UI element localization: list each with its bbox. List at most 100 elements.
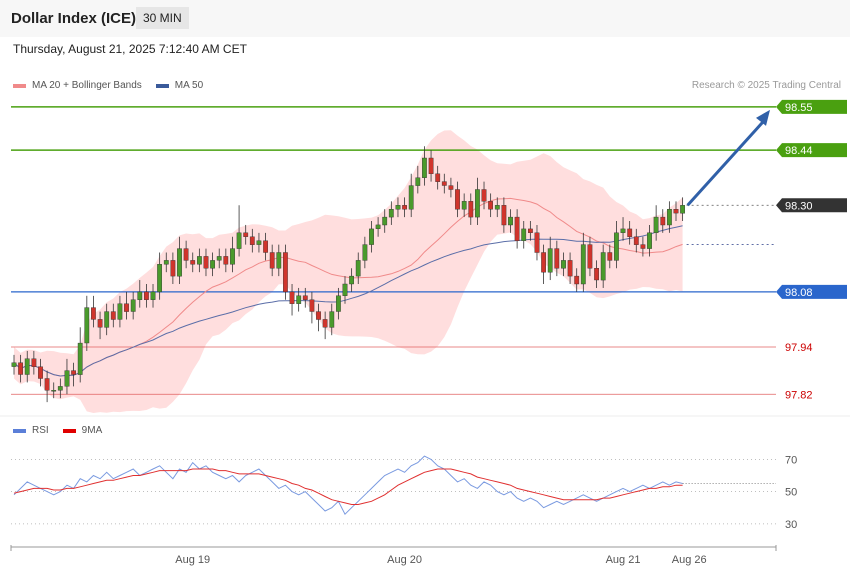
candle-22	[157, 264, 162, 293]
level-tag-97.94: 97.94	[785, 342, 813, 354]
legend-swatch-rsi	[13, 428, 26, 433]
candle-52	[355, 260, 361, 277]
candle-13	[97, 319, 103, 328]
candle-84	[567, 260, 573, 277]
candle-62	[422, 157, 427, 178]
candle-28	[196, 256, 202, 265]
candle-64	[435, 173, 441, 182]
legend-swatch-9ma	[62, 428, 76, 433]
rsi-line	[13, 455, 683, 516]
candle-95	[640, 244, 646, 249]
candle-98	[660, 216, 666, 226]
candle-7	[57, 386, 63, 391]
candle-60	[408, 185, 414, 210]
candle-26	[183, 248, 189, 261]
level-tag-98.30: 98.30	[785, 200, 813, 212]
price-levels	[11, 106, 776, 395]
rsi-ma-line	[13, 468, 683, 505]
candle-39	[269, 252, 275, 269]
candle-23	[163, 260, 169, 265]
legend-swatch-ma20	[13, 83, 26, 88]
candle-78	[528, 228, 533, 233]
candle-73	[494, 205, 500, 210]
level-tag-98.44: 98.44	[785, 145, 813, 157]
candle-20	[143, 291, 149, 300]
candle-29	[203, 256, 209, 269]
level-tag-bg-98.08	[776, 284, 847, 299]
candle-3	[31, 358, 37, 367]
candle-37	[256, 240, 262, 245]
candle-79	[534, 232, 540, 253]
candle-4	[38, 366, 43, 379]
legend-label-rsi: RSI	[32, 425, 49, 436]
rsi-tick-70: 70	[785, 454, 797, 466]
candle-75	[508, 216, 513, 226]
forecast-arrow	[686, 109, 770, 207]
x-tick-3: Aug 26	[672, 554, 707, 566]
legend-swatch-ma50	[155, 83, 169, 88]
candle-30	[210, 260, 215, 269]
candle-44	[302, 295, 308, 300]
level-tag-bg-98.30	[776, 198, 847, 213]
candle-24	[170, 260, 176, 277]
candle-100	[673, 208, 679, 214]
candle-2	[24, 358, 30, 375]
candle-85	[574, 275, 580, 285]
legend-label-ma50: MA 50	[174, 80, 204, 91]
candle-36	[249, 236, 255, 245]
candle-55	[375, 224, 381, 229]
candle-53	[362, 244, 368, 261]
candle-49	[336, 295, 341, 312]
header-bar: Dollar Index (ICE) 30 MIN	[0, 0, 850, 37]
candle-91	[614, 232, 619, 261]
level-tag-98.08: 98.08	[785, 287, 813, 299]
candles	[11, 146, 686, 403]
candle-68	[461, 201, 467, 210]
candle-69	[468, 201, 474, 218]
candle-101	[680, 205, 686, 214]
chart-title: Dollar Index (ICE)	[11, 10, 137, 27]
candle-99	[667, 208, 672, 226]
candle-18	[130, 299, 136, 312]
candle-63	[428, 157, 434, 175]
candle-80	[541, 252, 547, 273]
candle-96	[647, 232, 652, 249]
candle-27	[190, 260, 196, 265]
candle-93	[627, 228, 633, 237]
candle-97	[653, 216, 659, 234]
legend-item-ma50: MA 50	[155, 80, 204, 91]
candle-83	[561, 260, 566, 269]
candle-71	[481, 189, 487, 202]
candle-1	[18, 362, 23, 375]
moving-averages	[13, 197, 683, 377]
candle-8	[64, 370, 70, 387]
x-tick-2: Aug 21	[606, 554, 641, 566]
candle-5	[44, 378, 50, 391]
candle-90	[607, 252, 613, 261]
candle-19	[137, 291, 143, 300]
candle-67	[455, 189, 460, 210]
candle-41	[283, 252, 288, 293]
candle-0	[11, 362, 17, 367]
legend-item-rsi: RSI	[13, 425, 49, 436]
candle-16	[117, 303, 123, 320]
bollinger-bands	[14, 130, 683, 413]
legend-label-9ma: 9MA	[81, 425, 103, 436]
forecast-arrow-head	[756, 109, 770, 126]
candle-57	[388, 208, 394, 218]
candle-65	[441, 181, 447, 186]
candle-32	[223, 256, 229, 265]
timeframe-button[interactable]: 30 MIN	[136, 7, 189, 29]
candle-43	[296, 295, 302, 304]
candle-42	[289, 291, 295, 304]
candle-15	[110, 311, 116, 320]
candle-66	[448, 185, 454, 190]
candle-31	[216, 256, 222, 261]
candle-45	[309, 299, 315, 312]
candle-10	[77, 342, 83, 375]
candle-70	[475, 189, 480, 218]
candle-12	[90, 307, 96, 320]
candle-33	[230, 248, 235, 265]
candle-40	[276, 252, 282, 269]
